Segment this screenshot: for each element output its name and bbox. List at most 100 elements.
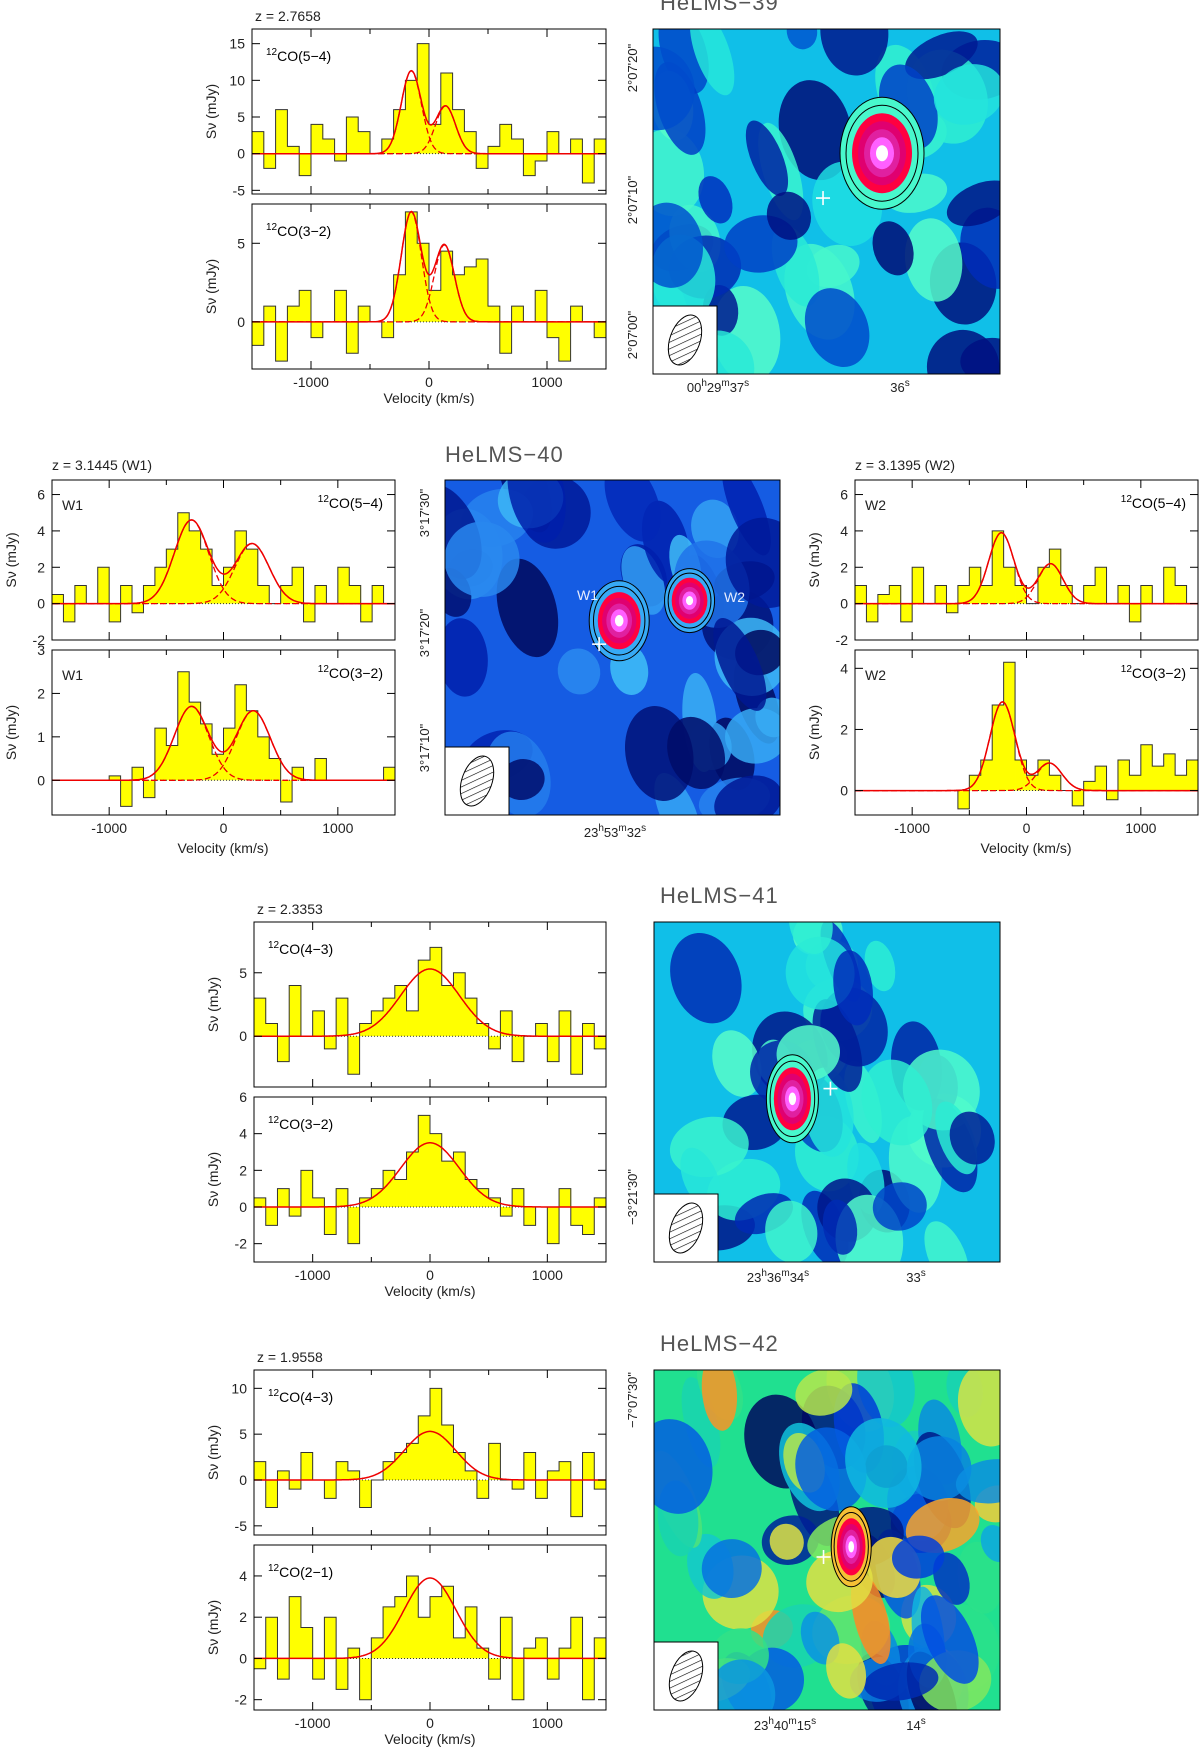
panel-inner — [254, 946, 606, 1075]
spectrum-bar — [488, 306, 501, 322]
spectrum-bar — [559, 1188, 572, 1207]
spectrum-bar — [453, 972, 466, 1037]
noise-blob — [788, 922, 833, 955]
x-tick-label: -1000 — [295, 1715, 331, 1731]
component-label: W1 — [62, 497, 83, 513]
noise-blob — [712, 1030, 762, 1097]
spectrum-bar — [969, 567, 982, 604]
y-tick-label: 4 — [239, 1568, 247, 1584]
y-tick-label: 6 — [840, 487, 848, 503]
spectrum-bar — [263, 306, 276, 322]
spectrum-bar — [280, 585, 293, 604]
spectrum-outline — [254, 946, 606, 1075]
spectrum-bar — [254, 1197, 267, 1207]
y-tick-label: 5 — [239, 965, 247, 981]
x-tick-label: 1000 — [532, 1715, 563, 1731]
noise-blob — [765, 1200, 818, 1262]
spectrum-bar — [957, 585, 970, 604]
y-tick-label: -2 — [836, 632, 849, 648]
y-tick-label: 6 — [37, 487, 45, 503]
y-tick-label: 5 — [237, 109, 245, 125]
x-tick-label: 1000 — [1125, 820, 1156, 836]
redshift-label: z = 1.9558 — [257, 1349, 323, 1365]
noise-blob — [957, 1370, 1000, 1447]
spectrum-outline — [254, 1114, 606, 1245]
spectrum-bar — [74, 585, 87, 604]
spectrum-bar — [405, 80, 418, 154]
y-axis-label: Sν (mJy) — [205, 1600, 221, 1655]
noise-blob — [949, 1111, 995, 1165]
spectrum-bar — [1026, 775, 1039, 791]
y-tick-label: 4 — [840, 660, 848, 676]
source-contour — [685, 596, 694, 606]
noise-blob — [891, 1535, 945, 1579]
map-frame — [444, 479, 781, 816]
spectrum-bar — [582, 1023, 595, 1037]
spectrum-bar — [465, 1470, 478, 1480]
noise-blob — [924, 1221, 970, 1262]
spectrum-bar — [324, 1036, 337, 1049]
spectrum-bar — [1003, 567, 1016, 604]
spectrum-bar — [547, 1470, 560, 1480]
noise-blob — [701, 1539, 762, 1598]
y-axis-label: Sν (mJy) — [203, 259, 219, 314]
panel-inner — [254, 1575, 606, 1701]
spectrum-bar — [594, 1036, 606, 1049]
spectrum-bar — [418, 1115, 431, 1207]
spectrum-bar — [430, 1596, 443, 1659]
spectrum-bar — [1083, 585, 1096, 604]
spectrum-bar — [277, 1658, 290, 1680]
spectrum-bar — [311, 321, 324, 338]
noise-blob — [933, 1552, 970, 1605]
ra-tick-label: 33s — [906, 1268, 925, 1285]
x-tick-label: 1000 — [322, 820, 353, 836]
noise-blob — [689, 29, 735, 96]
beam-ellipse — [668, 1650, 704, 1702]
spectrum-bar — [347, 1207, 360, 1244]
noise-blob — [955, 1459, 1000, 1504]
spectrum-bar — [234, 684, 247, 781]
spectrum-bar — [558, 321, 571, 362]
spectrum-bar — [287, 306, 300, 322]
y-axis-label: Sν (mJy) — [3, 532, 19, 587]
y-tick-label: 2 — [840, 559, 848, 575]
spectrum-bar — [499, 124, 512, 154]
spectrum-bar — [417, 43, 430, 154]
spectrum-outline — [252, 43, 606, 184]
dec-tick-label: −3°21'30" — [625, 1169, 640, 1225]
co-line-label: 12CO(3−2) — [318, 664, 383, 681]
noise-blob — [872, 221, 914, 276]
y-tick-label: 4 — [840, 523, 848, 539]
spectrum-bar — [346, 321, 359, 354]
dec-tick-label: 3°17'30" — [417, 488, 432, 537]
map-inner — [445, 480, 780, 815]
spectrum-bar — [275, 321, 288, 362]
spectrum-bar — [912, 567, 924, 604]
spectrum-bar — [476, 259, 489, 322]
spectrum-panel: -5 0 5 10 15 Sν (mJy) 12CO(5−4) — [203, 28, 607, 198]
spectrum-bar — [314, 758, 327, 781]
map-title: HeLMS−41 — [660, 883, 779, 908]
component-label: W2 — [724, 589, 745, 605]
spectrum-bar — [1003, 662, 1016, 791]
noise-blob — [496, 558, 559, 658]
spectrum-bar — [277, 1470, 290, 1480]
spectrum-bar — [300, 1452, 314, 1480]
spectrum-bar — [300, 1627, 314, 1659]
noise-blob — [725, 707, 780, 764]
map-panel — [653, 1369, 1001, 1711]
spectrum-bar — [324, 1480, 337, 1499]
x-tick-label: -1000 — [293, 374, 329, 390]
co-line-label: 12CO(2−1) — [268, 1563, 333, 1580]
y-tick-label: 2 — [239, 1609, 247, 1625]
spectrum-bar — [430, 1133, 443, 1207]
spectrum-bar — [234, 530, 247, 604]
beam-ellipse — [667, 314, 703, 366]
beam-ellipse — [668, 1202, 704, 1254]
redshift-label: z = 2.3353 — [257, 901, 323, 917]
dec-tick-label: −7°07'30" — [625, 1372, 640, 1428]
spectrum-bar — [992, 530, 1005, 604]
spectrum-bar — [358, 306, 371, 322]
spectrum-bar — [120, 585, 133, 604]
source-contour — [788, 1092, 797, 1106]
